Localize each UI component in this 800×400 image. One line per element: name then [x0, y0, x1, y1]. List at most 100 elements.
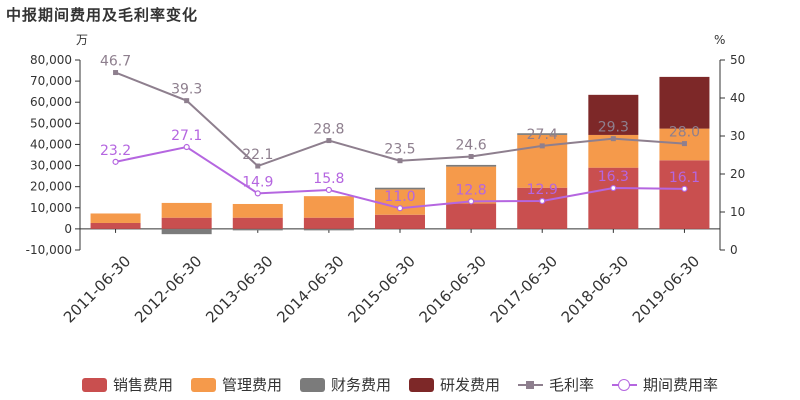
lines-group [112, 70, 688, 212]
line-point [610, 136, 616, 142]
line-point [539, 143, 545, 149]
legend: 销售费用 管理费用 财务费用 研发费用 毛利率 期间费用率 [0, 374, 800, 395]
data-label: 46.7 [100, 54, 131, 70]
bar-segment [90, 222, 141, 229]
legend-swatch-admin [190, 377, 216, 392]
y-left-tick-label: 40,000 [30, 137, 72, 151]
line-point [610, 184, 617, 192]
line-point [326, 138, 332, 144]
data-label: 28.8 [313, 122, 344, 138]
data-label: 15.8 [313, 171, 344, 187]
y-left-tick-label: 20,000 [30, 180, 72, 194]
data-label: 23.5 [384, 142, 415, 158]
data-label: 16.3 [598, 169, 629, 185]
chart-title: 中报期间费用及毛利率变化 [6, 6, 199, 24]
x-tick-label: 2011-06-30 [60, 252, 134, 326]
line-point [112, 158, 119, 165]
bar-segment [303, 196, 354, 218]
legend-item-gross-margin[interactable]: 毛利率 [518, 374, 594, 395]
data-label: 22.1 [242, 147, 273, 163]
y-left-tick-label: 50,000 [30, 116, 72, 130]
data-label: 29.3 [598, 120, 629, 136]
legend-label-sales: 销售费用 [112, 376, 173, 394]
bar-segment [659, 76, 710, 129]
legend-item-expense-rate[interactable]: 期间费用率 [612, 374, 718, 395]
bar-segment [90, 213, 141, 223]
y-right-tick-label: 50 [730, 53, 745, 67]
x-tick-label: 2018-06-30 [558, 252, 632, 326]
bar-segment [517, 187, 568, 229]
x-tick-label: 2013-06-30 [202, 252, 276, 326]
line-point [254, 190, 261, 197]
line-point [681, 141, 687, 147]
y-left-tick-label: 80,000 [30, 53, 72, 67]
line-point [183, 143, 190, 151]
line-point [184, 98, 190, 104]
bar-segment [303, 217, 354, 229]
y-left-tick-label: 70,000 [30, 74, 72, 88]
bar-segment [232, 217, 283, 229]
legend-swatch-finance [299, 377, 325, 392]
legend-swatch-rnd [409, 377, 434, 392]
y-left-tick-label: 0 [64, 222, 72, 236]
bar-segment [375, 187, 425, 190]
legend-swatch-expense-rate [612, 378, 638, 392]
bar-segment [446, 164, 497, 167]
y-right-tick-label: 10 [730, 205, 745, 219]
y-left-tick-label: 10,000 [30, 201, 72, 215]
bar-segment [161, 217, 212, 229]
data-label: 12.8 [456, 182, 487, 198]
data-label: 12.9 [527, 182, 558, 198]
x-tick-label: 2015-06-30 [344, 252, 418, 326]
legend-label-rnd: 研发费用 [440, 376, 501, 394]
legend-label-expense-rate: 期间费用率 [643, 376, 719, 394]
bar-segment [161, 202, 212, 218]
data-label: 28.0 [669, 125, 700, 141]
data-label: 27.1 [171, 128, 202, 144]
line-point [468, 198, 475, 205]
line-point [397, 158, 403, 164]
bar-segment [446, 203, 497, 229]
y-right-tick-label: 20 [730, 167, 745, 181]
line-point [681, 185, 688, 192]
legend-item-finance[interactable]: 财务费用 [299, 374, 391, 395]
bar-segment [588, 167, 639, 229]
x-tick-label: 2019-06-30 [629, 252, 703, 326]
data-label: 24.6 [456, 138, 487, 154]
y-left-tick-label: 60,000 [30, 95, 72, 109]
data-label: 11.0 [384, 189, 415, 205]
legend-label-finance: 财务费用 [330, 376, 391, 394]
y-left-tick-label: 30,000 [30, 159, 72, 173]
y-left-unit: 万 [76, 33, 88, 47]
legend-label-gross-margin: 毛利率 [549, 376, 595, 394]
legend-label-admin: 管理费用 [221, 376, 282, 394]
y-right-tick-label: 30 [730, 129, 745, 143]
bar-segment [161, 228, 212, 235]
bar-segment [303, 228, 354, 231]
legend-swatch-gross-margin [518, 378, 544, 392]
line-point [468, 154, 474, 160]
data-label: 39.3 [171, 82, 202, 98]
labels-group: 46.7 39.3 22.1 28.8 23.5 24.6 27.4 29.3 28.0 23.2… [100, 54, 700, 206]
line-point [539, 197, 546, 205]
bar-segment [517, 133, 568, 135]
data-label: 27.4 [527, 127, 558, 143]
y-left-tick-label: -10,000 [26, 243, 72, 257]
bar-segment [588, 94, 639, 135]
legend-item-sales[interactable]: 销售费用 [81, 374, 173, 395]
bar-segment [232, 203, 283, 218]
data-label: 16.1 [669, 170, 700, 186]
legend-item-rnd[interactable]: 研发费用 [409, 374, 500, 395]
legend-swatch-sales [81, 377, 107, 392]
data-label: 14.9 [242, 174, 273, 190]
bar-segment [446, 166, 497, 204]
line-point [255, 163, 261, 169]
x-tick-label: 2016-06-30 [416, 252, 490, 326]
line-point [396, 205, 404, 212]
data-label: 23.2 [100, 143, 131, 159]
legend-item-admin[interactable]: 管理费用 [190, 374, 282, 395]
y-right-tick-label: 40 [730, 91, 745, 105]
y-right-unit: % [714, 33, 725, 47]
x-tick-label: 2012-06-30 [131, 252, 205, 326]
